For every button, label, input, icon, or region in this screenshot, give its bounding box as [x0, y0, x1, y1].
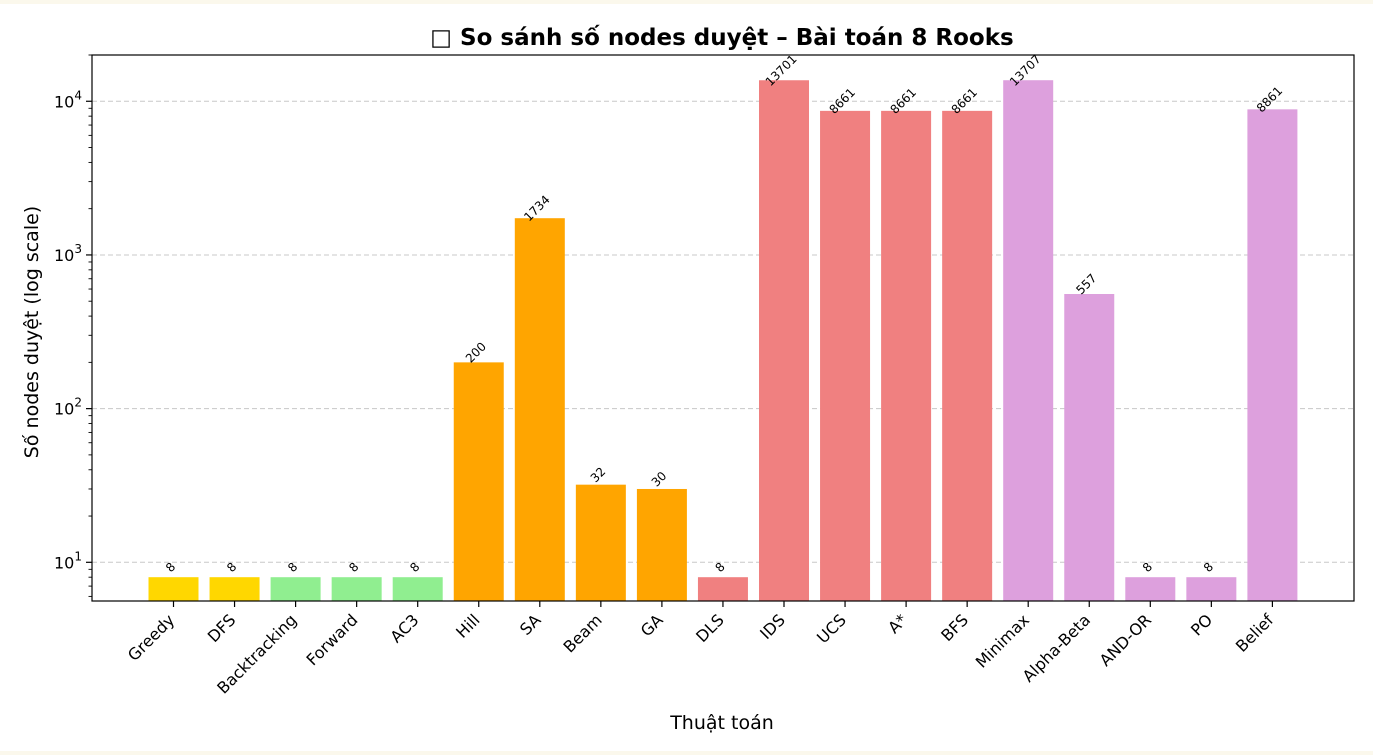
bar: [759, 80, 809, 602]
x-tick-label: AND-OR: [1096, 610, 1156, 670]
bars: [148, 80, 1298, 602]
plot-frame: [91, 54, 1355, 602]
x-tick-label: A*: [884, 610, 911, 637]
bar: [820, 110, 871, 602]
y-tick-label: 104: [54, 88, 82, 111]
bar: [392, 577, 443, 601]
x-tick-label: UCS: [813, 610, 850, 647]
data-label: 8: [285, 560, 300, 575]
chart-title: □ So sánh số nodes duyệt – Bài toán 8 Ro…: [430, 24, 1013, 51]
x-tick-label: Forward: [303, 610, 362, 669]
y-tick-label: 103: [54, 242, 82, 265]
y-axis: 101 102 103 104: [54, 54, 92, 597]
bar: [270, 577, 321, 601]
x-tick-label: PO: [1187, 610, 1216, 639]
x-tick-label: AC3: [386, 610, 422, 646]
bar: [514, 218, 565, 601]
data-label: 557: [1073, 271, 1099, 297]
y-tick-label: 101: [54, 549, 82, 572]
x-tick-label: Minimax: [972, 610, 1033, 671]
bar: [697, 577, 748, 601]
bar: [636, 488, 687, 601]
x-tick-label: BFS: [937, 610, 972, 645]
x-tick-label: IDS: [756, 610, 789, 643]
bar: [575, 484, 626, 601]
bar-chart: □ So sánh số nodes duyệt – Bài toán 8 Ro…: [21, 24, 1355, 734]
chart-container: □ So sánh số nodes duyệt – Bài toán 8 Ro…: [0, 4, 1373, 751]
bar: [1003, 80, 1054, 602]
bar: [942, 110, 993, 602]
y-tick-label: 102: [54, 396, 82, 419]
data-label: 200: [463, 339, 489, 365]
bar: [1064, 293, 1115, 601]
bar: [331, 577, 382, 601]
x-tick-label: SA: [516, 610, 545, 639]
bar: [148, 577, 199, 601]
x-tick-label: GA: [637, 610, 667, 640]
x-tick-label: Greedy: [124, 610, 178, 664]
bar: [1186, 577, 1237, 601]
x-tick-label: Hill: [452, 610, 483, 641]
bar: [209, 577, 260, 601]
data-label: 32: [588, 464, 609, 485]
bar: [453, 362, 504, 601]
x-axis-title: Thuật toán: [669, 712, 774, 734]
data-label: 30: [649, 469, 670, 490]
x-tick-label: DLS: [692, 610, 728, 646]
bar: [881, 110, 932, 602]
x-tick-label: Beam: [560, 610, 606, 656]
bar: [1125, 577, 1176, 601]
x-tick-label: Belief: [1232, 610, 1278, 656]
bar: [1247, 109, 1298, 601]
x-tick-label: DFS: [204, 610, 240, 646]
gridlines: [92, 100, 1354, 563]
y-axis-title: Số nodes duyệt (log scale): [21, 206, 43, 458]
